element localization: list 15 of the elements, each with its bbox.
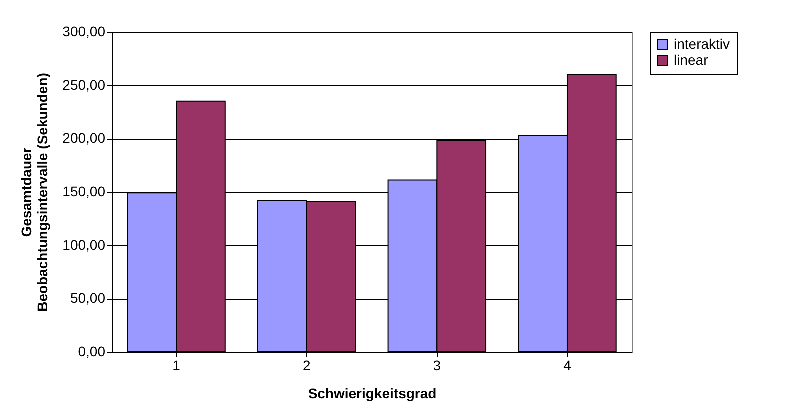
y-tick-label: 50,00 [70, 290, 106, 306]
x-tick-label: 1 [172, 358, 181, 374]
y-tick-label: 200,00 [62, 130, 106, 146]
x-tick-label: 4 [564, 358, 572, 374]
legend-label: interaktiv [674, 36, 730, 52]
y-tick-label: 150,00 [62, 184, 106, 200]
y-tick-label: 100,00 [62, 236, 106, 253]
y-tick-label: 0,00 [78, 344, 106, 360]
x-axis-title: Schwierigkeitsgrad [308, 386, 437, 402]
y-axis-title: Gesamtdauer Beobachtungsintervalle (Sekunden) [18, 73, 51, 312]
x-tick-label: 3 [433, 358, 442, 374]
y-tick-label: 300,00 [62, 24, 106, 40]
legend-label: linear [674, 52, 709, 68]
x-tick-label: 2 [302, 358, 311, 374]
y-tick-label: 250,00 [62, 76, 106, 93]
